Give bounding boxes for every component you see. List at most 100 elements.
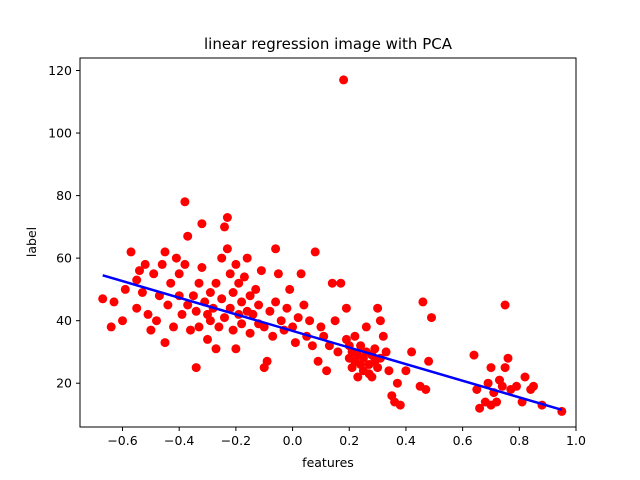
data-point — [313, 356, 323, 366]
data-point — [307, 341, 317, 351]
data-point — [256, 266, 266, 276]
data-point — [254, 300, 264, 310]
data-point — [109, 297, 119, 307]
data-point — [163, 300, 173, 310]
data-point — [245, 291, 255, 301]
data-point — [285, 284, 295, 294]
data-point — [427, 313, 436, 323]
data-point — [339, 75, 349, 85]
data-point — [135, 266, 144, 276]
data-point — [367, 372, 377, 382]
data-point — [205, 316, 215, 326]
data-point — [98, 294, 108, 304]
y-axis-title: label — [24, 227, 39, 257]
data-point — [217, 253, 227, 263]
data-point — [401, 366, 411, 376]
data-point — [271, 244, 281, 254]
data-point — [197, 219, 207, 229]
y-tick-label: 80 — [56, 188, 72, 203]
regression-line-layer — [102, 274, 563, 411]
data-point — [486, 363, 496, 373]
x-axis: −0.6 −0.4 −0.2 0.0 0.2 0.4 0.6 0.8 1.0 — [107, 427, 586, 448]
data-point — [166, 278, 176, 288]
data-point — [188, 291, 198, 301]
axes-frame — [79, 57, 577, 428]
data-point — [259, 322, 269, 332]
data-point — [183, 231, 193, 241]
data-point — [265, 306, 275, 316]
data-point — [271, 297, 281, 307]
x-tick-label: −0.4 — [164, 433, 194, 448]
data-point — [146, 325, 156, 335]
data-point — [475, 403, 485, 413]
data-point — [160, 247, 170, 257]
data-point — [356, 341, 366, 351]
data-point — [214, 322, 224, 332]
y-tick-label: 40 — [56, 313, 72, 328]
data-point — [228, 288, 238, 297]
data-point — [290, 338, 300, 348]
regression-line — [102, 274, 563, 411]
data-point — [262, 356, 272, 366]
data-point — [220, 222, 229, 232]
data-point — [174, 269, 184, 279]
data-point — [152, 316, 161, 326]
data-point — [336, 278, 346, 288]
data-point — [203, 334, 212, 344]
data-point — [140, 259, 150, 269]
data-point — [186, 325, 195, 335]
data-point — [222, 244, 232, 254]
data-point — [276, 316, 286, 326]
data-point — [231, 344, 241, 354]
data-point — [149, 269, 159, 279]
data-point — [106, 322, 116, 332]
x-tick-label: −0.6 — [107, 433, 137, 448]
data-point — [310, 247, 320, 257]
data-point — [483, 378, 493, 388]
data-point — [237, 297, 247, 307]
data-point — [378, 331, 388, 341]
data-point — [472, 385, 482, 394]
x-axis-title: features — [302, 455, 354, 470]
data-point — [180, 197, 190, 207]
data-point — [350, 331, 360, 341]
data-point — [239, 272, 249, 282]
data-point — [157, 259, 167, 269]
data-point — [126, 247, 136, 257]
data-point — [330, 316, 340, 326]
data-point — [177, 309, 187, 319]
data-point — [273, 269, 283, 279]
data-point — [341, 303, 351, 313]
data-point — [520, 372, 530, 382]
data-point — [191, 363, 201, 373]
data-point — [242, 253, 252, 263]
data-point — [222, 213, 232, 222]
data-point — [421, 385, 431, 394]
x-tick-label: 1.0 — [566, 433, 586, 448]
data-point — [245, 328, 255, 338]
data-point — [529, 381, 538, 391]
data-point — [180, 259, 190, 269]
data-point — [424, 356, 434, 366]
data-point — [191, 306, 201, 316]
x-tick-label: 0.0 — [283, 433, 303, 448]
data-point — [392, 378, 402, 388]
data-point — [160, 338, 170, 348]
data-point — [228, 325, 238, 335]
data-point — [132, 303, 142, 313]
x-tick-label: 0.6 — [453, 433, 473, 448]
data-point — [217, 294, 227, 304]
data-point — [251, 284, 261, 294]
data-point — [375, 316, 385, 326]
data-point — [137, 288, 147, 297]
data-point — [492, 397, 502, 407]
data-point — [120, 284, 130, 294]
data-point — [322, 366, 332, 376]
data-point — [220, 313, 229, 323]
data-point — [183, 300, 193, 310]
data-point — [316, 322, 326, 332]
y-tick-label: 20 — [56, 376, 72, 391]
data-point — [118, 316, 127, 326]
